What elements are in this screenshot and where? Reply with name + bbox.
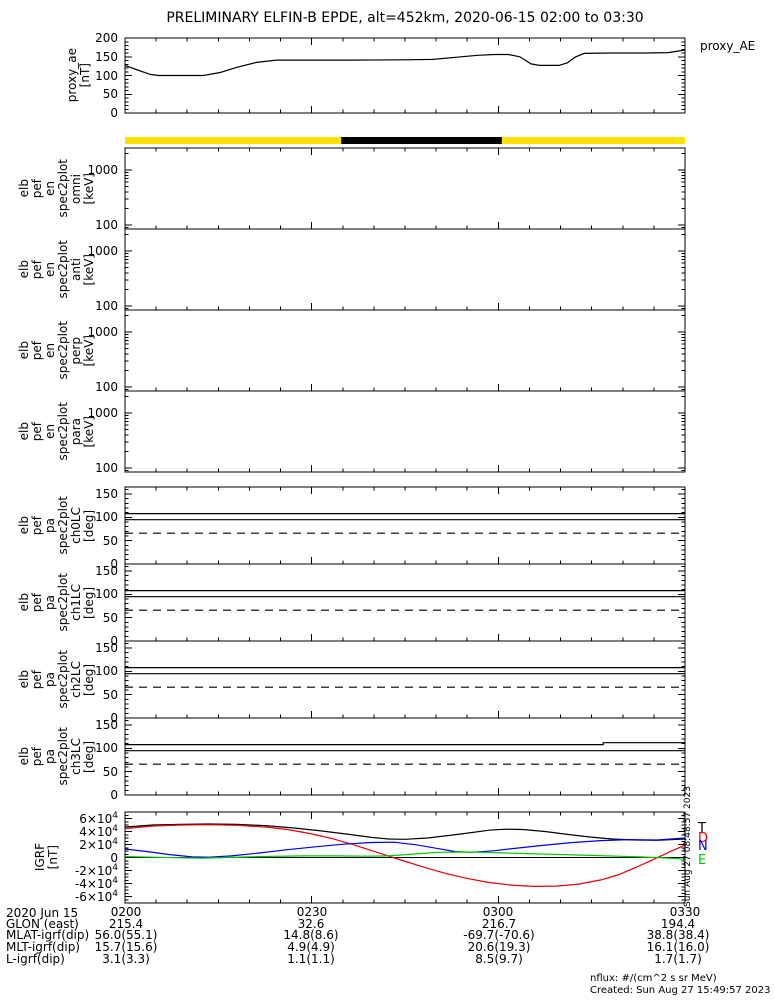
y-tick-label: 0 bbox=[110, 850, 118, 865]
y-tick-label: 150 bbox=[95, 641, 118, 655]
panel-ylabel-pa-ch3LC: elb pef pa spec2plot ch3LC [deg] bbox=[12, 718, 96, 795]
ylabel-word: [deg] bbox=[82, 586, 96, 619]
y-tick-label: 50 bbox=[102, 533, 118, 548]
y-tick-label: 100 bbox=[95, 510, 118, 525]
panel-ylabel-igrf: IGRF [nT] bbox=[26, 812, 60, 903]
ylabel-word: [keV] bbox=[82, 415, 96, 448]
y-tick-label: 1000 bbox=[87, 324, 118, 339]
y-tick-label: 100 bbox=[95, 68, 118, 83]
y-tick-label: 2×104 bbox=[79, 836, 118, 852]
panel-ylabel-spec-para: elb pef en spec2plot para [keV] bbox=[12, 391, 96, 472]
panel-ylabel-pa-ch1LC: elb pef pa spec2plot ch1LC [deg] bbox=[12, 564, 96, 641]
coord-value: 8.5(9.7) bbox=[475, 952, 523, 966]
y-tick-label: 1000 bbox=[87, 162, 118, 177]
y-tick-label: 50 bbox=[102, 87, 118, 102]
y-tick-label: 100 bbox=[95, 741, 118, 756]
panel-ylabel-spec-omni: elb pef en spec2plot omni [keV] bbox=[12, 148, 96, 229]
y-tick-label: 100 bbox=[95, 461, 118, 476]
y-tick-label: 50 bbox=[102, 687, 118, 702]
coord-value: 38.8(38.4) bbox=[646, 928, 710, 942]
ylabel-word: [deg] bbox=[82, 740, 96, 773]
coord-row-label: MLAT-igrf(dip) bbox=[6, 928, 90, 942]
coord-value: 1.7(1.7) bbox=[654, 952, 702, 966]
coord-value: 194.4 bbox=[660, 917, 696, 931]
panel-ylabel-proxy: proxy_ae [nT] bbox=[58, 38, 92, 113]
ylabel-word: [deg] bbox=[82, 663, 96, 696]
ylabel-word: [keV] bbox=[82, 334, 96, 367]
y-tick-label: 150 bbox=[95, 564, 118, 578]
igrf-legend-letter-E: E bbox=[698, 853, 707, 868]
coord-value: 16.1(16.0) bbox=[646, 940, 710, 954]
ylabel-word: [nT] bbox=[46, 845, 60, 870]
coord-value: 216.7 bbox=[481, 917, 517, 931]
coord-value: 3.1(3.3) bbox=[102, 952, 150, 966]
y-tick-label: 4×104 bbox=[79, 823, 118, 839]
y-tick-label: 100 bbox=[95, 380, 118, 395]
x-tick-label: 0300 bbox=[482, 905, 514, 919]
coord-value: 32.6 bbox=[297, 917, 325, 931]
y-tick-label: -6×104 bbox=[74, 888, 118, 904]
y-tick-label: 150 bbox=[95, 49, 118, 64]
y-tick-label: 1000 bbox=[87, 243, 118, 258]
y-tick-label: 0 bbox=[110, 711, 118, 725]
coord-value: 1.1(1.1) bbox=[287, 952, 335, 966]
coord-value: 20.6(19.3) bbox=[467, 940, 531, 954]
ylabel-word: [keV] bbox=[82, 253, 96, 286]
y-tick-label: 100 bbox=[95, 299, 118, 314]
y-tick-label: 0 bbox=[110, 557, 118, 571]
x-tick-label: 0230 bbox=[296, 905, 328, 919]
ylabel-word: [deg] bbox=[82, 509, 96, 542]
coord-value: -69.7(-70.6) bbox=[463, 928, 535, 942]
page-title: PRELIMINARY ELFIN-B EPDE, alt=452km, 202… bbox=[166, 10, 644, 26]
coord-row-label: GLON (east) bbox=[6, 917, 79, 931]
igrf-legend-letter-D: D bbox=[698, 831, 709, 846]
date-label: 2020 Jun 15 bbox=[6, 906, 79, 920]
x-tick-label: 0330 bbox=[669, 905, 701, 919]
panel-ylabel-spec-anti: elb pef en spec2plot anti [keV] bbox=[12, 229, 96, 310]
y-tick-label: 100 bbox=[95, 587, 118, 602]
y-tick-label: 100 bbox=[95, 218, 118, 233]
side-timestamp: Sun Aug 27 08:48:57 2023 bbox=[683, 786, 693, 907]
y-tick-label: 0 bbox=[110, 106, 118, 120]
igrf-legend-letter-N: N bbox=[698, 839, 708, 854]
y-tick-label: 1000 bbox=[87, 405, 118, 420]
igrf-legend-letter-T: T bbox=[698, 821, 706, 836]
coord-value: 14.8(8.6) bbox=[283, 928, 339, 942]
panel-ylabel-spec-perp: elb pef en spec2plot perp [keV] bbox=[12, 310, 96, 391]
coord-value: 15.7(15.6) bbox=[94, 940, 158, 954]
y-tick-label: -2×104 bbox=[74, 862, 118, 878]
created-timestamp: Created: Sun Aug 27 15:49:57 2023 bbox=[590, 985, 771, 996]
coord-value: 215.4 bbox=[108, 917, 144, 931]
y-tick-label: 50 bbox=[102, 610, 118, 625]
y-tick-label: 0 bbox=[110, 788, 118, 802]
y-tick-label: 0 bbox=[110, 634, 118, 648]
ylabel-word: [keV] bbox=[82, 172, 96, 205]
coord-row-label: L-igrf(dip) bbox=[6, 952, 65, 966]
coord-value: 56.0(55.1) bbox=[94, 928, 158, 942]
y-tick-label: 50 bbox=[102, 764, 118, 779]
coord-row-label: MLT-igrf(dip) bbox=[6, 940, 80, 954]
y-tick-label: 200 bbox=[95, 31, 118, 45]
y-tick-label: 150 bbox=[95, 487, 118, 501]
panel-ylabel-pa-ch0LC: elb pef pa spec2plot ch0LC [deg] bbox=[12, 487, 96, 564]
x-tick-label: 0200 bbox=[110, 905, 142, 919]
panel-ylabel-pa-ch2LC: elb pef pa spec2plot ch2LC [deg] bbox=[12, 641, 96, 718]
y-tick-label: 6×104 bbox=[79, 810, 118, 826]
y-tick-label: 150 bbox=[95, 718, 118, 732]
proxy-ae-right-label: proxy_AE bbox=[700, 39, 756, 53]
nflux-units-note: nflux: #/(cm^2 s sr MeV) bbox=[590, 973, 717, 984]
coord-value: 4.9(4.9) bbox=[287, 940, 335, 954]
ylabel-word: [nT] bbox=[78, 63, 92, 88]
y-tick-label: -4×104 bbox=[74, 875, 118, 891]
y-tick-label: 100 bbox=[95, 664, 118, 679]
